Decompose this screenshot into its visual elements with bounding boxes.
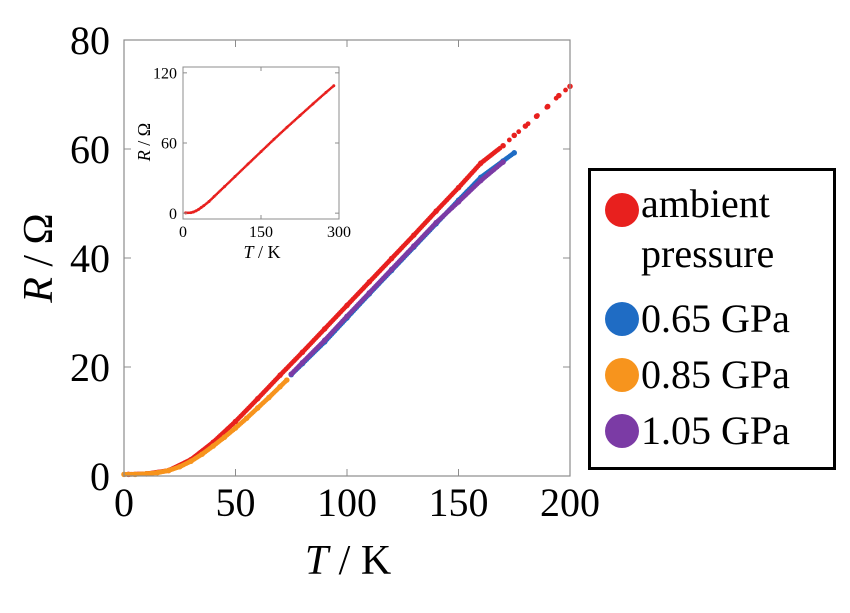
trace-point bbox=[506, 137, 512, 143]
x-tick-label: 0 bbox=[114, 480, 134, 525]
inset-y-axis-var: R bbox=[134, 150, 154, 162]
trace-point bbox=[563, 87, 568, 93]
legend-item-1-05-gpa: 1.05 GPa bbox=[605, 408, 790, 453]
main-x-axis-label: T / K bbox=[305, 538, 391, 584]
inset-x-axis-var: T bbox=[243, 242, 255, 262]
main-y-axis-var: R bbox=[16, 277, 62, 304]
inset-plot-marks bbox=[184, 84, 336, 215]
y-tick-label: 60 bbox=[161, 136, 177, 153]
x-tick-label: 100 bbox=[317, 480, 377, 525]
series-3 bbox=[288, 159, 506, 377]
x-tick-label: 50 bbox=[216, 480, 256, 525]
y-tick-label: 80 bbox=[70, 18, 110, 63]
legend-label-0-85: 0.85 GPa bbox=[641, 352, 790, 397]
legend-item-ambient-pressure: ambient pressure bbox=[605, 181, 831, 289]
trace-point bbox=[553, 95, 559, 101]
y-tick-label: 0 bbox=[90, 454, 110, 499]
y-tick-label: 60 bbox=[70, 127, 110, 172]
inset-x-axis-unit: K bbox=[268, 242, 281, 262]
legend-label-ambient: ambient pressure bbox=[641, 181, 775, 276]
trace-point bbox=[499, 160, 505, 166]
main-y-axis-unit: Ω bbox=[16, 213, 62, 244]
legend: ambient pressure 0.65 GPa 0.85 GPa 1.05 … bbox=[588, 168, 836, 470]
inset-background bbox=[183, 67, 339, 219]
main-x-axis-unit: K bbox=[361, 538, 391, 584]
trace-point bbox=[497, 145, 503, 151]
legend-label-0-65: 0.65 GPa bbox=[641, 296, 790, 341]
legend-marker-ambient bbox=[605, 193, 639, 227]
x-tick-label: 150 bbox=[249, 224, 273, 241]
series-0 bbox=[184, 84, 336, 215]
trace-point bbox=[332, 84, 336, 88]
trace-point bbox=[516, 129, 522, 135]
x-tick-label: 200 bbox=[540, 480, 600, 525]
inset-axis-ticks: 0 150 300 0 60 120 bbox=[153, 65, 351, 241]
x-tick-label: 300 bbox=[327, 224, 351, 241]
y-tick-label: 20 bbox=[70, 345, 110, 390]
legend-marker-0-85 bbox=[605, 358, 639, 392]
legend-label-1-05: 1.05 GPa bbox=[641, 408, 790, 453]
legend-item-0-65-gpa: 0.65 GPa bbox=[605, 296, 790, 341]
inset-x-axis-label: T / K bbox=[243, 242, 280, 262]
inset-y-axis-label: R / Ω bbox=[134, 123, 154, 162]
main-x-axis-var: T bbox=[305, 538, 331, 584]
y-tick-label: 120 bbox=[153, 65, 177, 82]
trace-point bbox=[510, 151, 516, 157]
legend-item-0-85-gpa: 0.85 GPa bbox=[605, 352, 790, 397]
trace-point bbox=[535, 113, 540, 118]
main-y-axis-label: R / Ω bbox=[16, 213, 62, 304]
y-tick-label: 0 bbox=[169, 206, 177, 223]
trace-point bbox=[525, 121, 531, 127]
data-point bbox=[511, 132, 518, 139]
x-tick-label: 150 bbox=[429, 480, 489, 525]
x-tick-label: 0 bbox=[179, 224, 187, 241]
trace-point bbox=[544, 104, 550, 110]
main-axis-ticks: 0 50 100 150 200 0 20 40 60 80 bbox=[70, 18, 600, 525]
trace-point bbox=[283, 378, 289, 383]
legend-marker-1-05 bbox=[605, 414, 639, 448]
inset-y-axis-unit: Ω bbox=[134, 123, 154, 136]
y-tick-label: 40 bbox=[70, 236, 110, 281]
legend-marker-0-65 bbox=[605, 302, 639, 336]
main-plot-marks bbox=[121, 83, 573, 478]
